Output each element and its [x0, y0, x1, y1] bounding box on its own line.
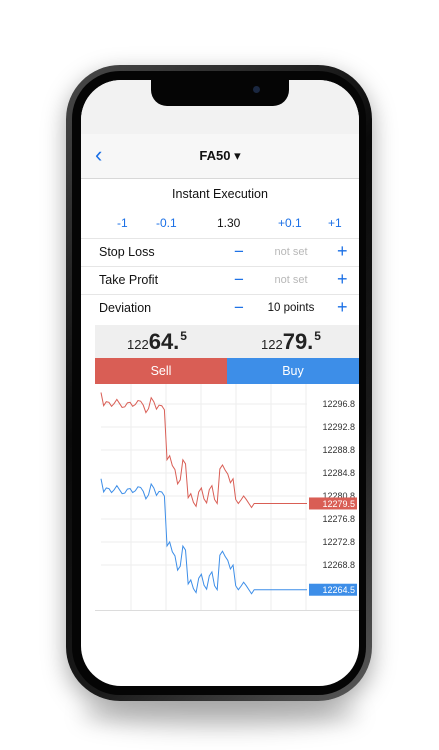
buy-price-prefix: 122 — [261, 337, 283, 352]
stop-loss-plus-button[interactable]: + — [337, 241, 348, 261]
symbol-name: FA50 — [199, 148, 231, 163]
y-tick-label: 12284.8 — [322, 468, 355, 478]
camera-icon — [253, 86, 260, 93]
y-tick-label: 12276.8 — [322, 514, 355, 524]
stop-loss-row: Stop Loss − not set + — [81, 238, 359, 267]
take-profit-plus-button[interactable]: + — [337, 269, 348, 289]
volume-plus-1[interactable]: +1 — [328, 216, 342, 230]
buy-button[interactable]: Buy — [227, 358, 359, 384]
stop-loss-label: Stop Loss — [99, 245, 155, 259]
buy-price-sup: 5 — [314, 329, 321, 343]
chevron-left-icon[interactable]: ‹ — [95, 142, 103, 167]
y-tick-label: 12292.8 — [322, 422, 355, 432]
sell-current-price-box — [309, 497, 357, 510]
buy-price: 12279.5 — [261, 329, 321, 355]
sell-price-line — [100, 392, 307, 509]
y-tick-label: 12268.8 — [322, 560, 355, 570]
sell-button[interactable]: Sell — [95, 358, 227, 384]
sell-price: 12264.5 — [127, 329, 187, 355]
volume-minus-0-1[interactable]: -0.1 — [156, 216, 177, 230]
volume-value[interactable]: 1.30 — [217, 216, 241, 230]
symbol-selector[interactable]: FA50 ▾ — [81, 148, 359, 164]
deviation-value[interactable]: 10 points — [267, 302, 315, 314]
buy-current-price-label: 12264.5 — [322, 585, 355, 595]
volume-plus-0-1[interactable]: +0.1 — [278, 216, 302, 230]
sell-current-price-label: 12279.5 — [322, 499, 355, 509]
buy-price-big: 79. — [282, 329, 314, 354]
take-profit-minus-button[interactable]: − — [234, 270, 244, 289]
take-profit-label: Take Profit — [99, 273, 159, 287]
deviation-minus-button[interactable]: − — [234, 298, 244, 317]
execution-type[interactable]: Instant Execution — [172, 187, 268, 201]
volume-minus-1[interactable]: -1 — [117, 216, 128, 230]
chart-bottom-divider — [95, 610, 359, 611]
notch — [151, 80, 289, 106]
nav-bar: ‹ FA50 ▾ — [81, 134, 359, 179]
y-tick-label: 12272.8 — [322, 537, 355, 547]
stop-loss-minus-button[interactable]: − — [234, 242, 244, 261]
y-tick-label: 12288.8 — [322, 445, 355, 455]
sell-price-sup: 5 — [180, 329, 187, 343]
deviation-label: Deviation — [99, 301, 152, 315]
y-tick-label: 12280.8 — [322, 491, 355, 501]
phone-screen: ‹ FA50 ▾ Instant Execution -1 -0.1 1.30 … — [81, 80, 359, 686]
stop-loss-value[interactable]: not set — [274, 246, 308, 258]
buy-price-line — [100, 478, 307, 595]
take-profit-row: Take Profit − not set + — [81, 266, 359, 295]
dropdown-arrow-icon: ▾ — [234, 148, 241, 163]
price-chart: 12296.8 12292.8 12288.8 12284.8 12280.8 12276… — [100, 384, 357, 610]
sell-price-prefix: 122 — [127, 337, 149, 352]
deviation-plus-button[interactable]: + — [337, 297, 348, 317]
sell-price-big: 64. — [148, 329, 180, 354]
take-profit-value[interactable]: not set — [274, 274, 308, 286]
buy-current-price-box — [309, 583, 357, 596]
phone-shadow — [80, 700, 360, 730]
y-tick-label: 12296.8 — [322, 399, 355, 409]
deviation-row: Deviation − 10 points + — [81, 294, 359, 323]
quote-panel: 12264.5 12279.5 — [95, 325, 359, 358]
